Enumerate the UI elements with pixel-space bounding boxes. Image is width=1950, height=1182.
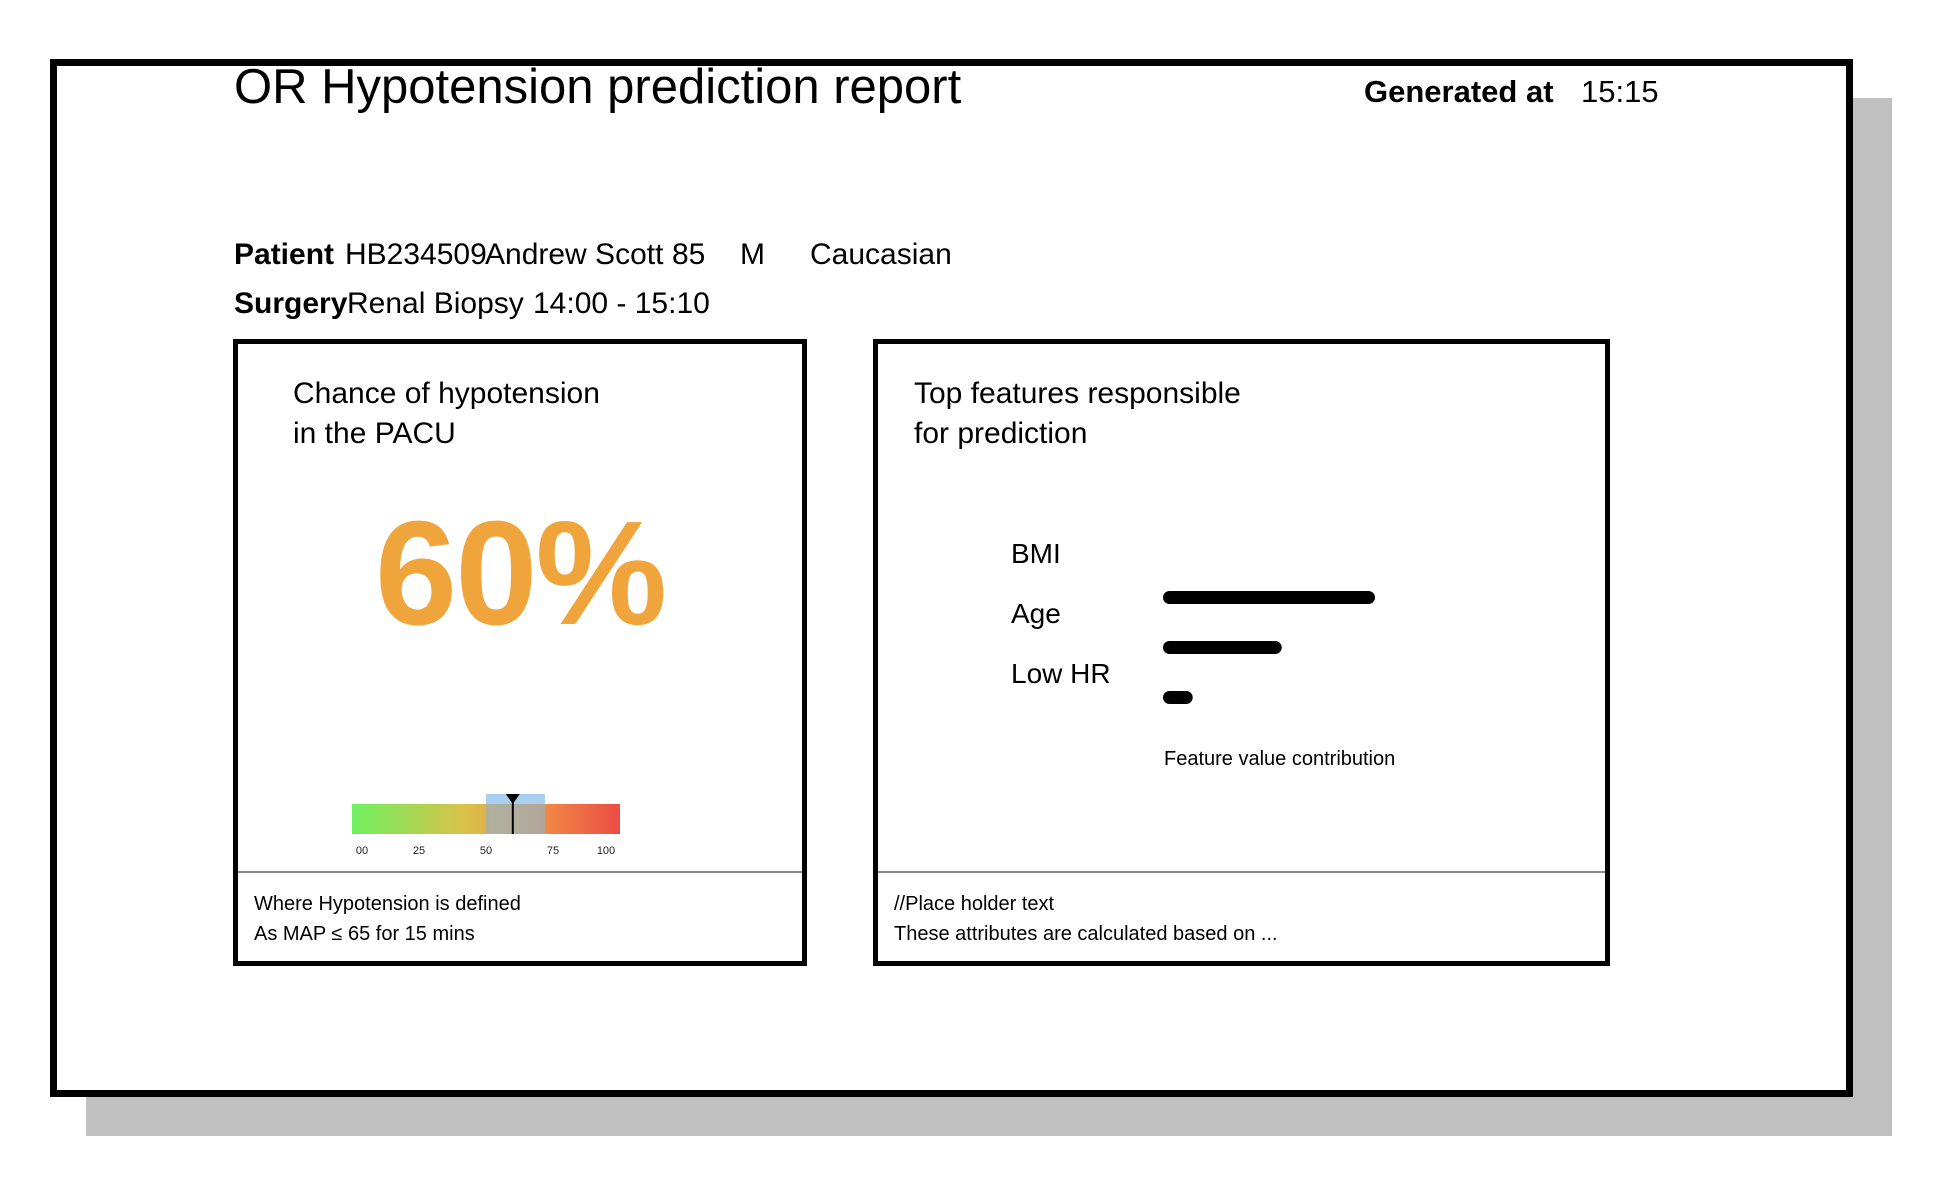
feature-axis-label: Feature value contribution: [1164, 748, 1396, 770]
features-panel-footnote: //Place holder text These attributes are…: [894, 889, 1278, 949]
feature-bar-bmi: [1163, 591, 1375, 604]
patient-label: Patient: [234, 238, 335, 271]
features-panel-divider: [878, 871, 1605, 873]
risk-panel-title: Chance of hypotension in the PACU: [293, 374, 753, 454]
risk-gauge: 00 25 50 75 100: [352, 794, 620, 857]
report-title: OR Hypotension prediction report: [234, 60, 962, 114]
generated-at-label: Generated at: [1364, 74, 1554, 109]
feature-bar-low-hr: [1163, 691, 1193, 704]
features-footnote-line1: //Place holder text: [894, 893, 1055, 915]
generated-at-time: 15:15: [1581, 74, 1659, 109]
risk-panel-divider: [238, 871, 802, 873]
gauge-tick-label: 00: [356, 845, 368, 857]
feature-contribution-bars: [1163, 591, 1375, 704]
features-panel-title-line2: for prediction: [914, 417, 1088, 450]
risk-panel-title-line2: in the PACU: [293, 417, 456, 450]
risk-footnote-line1: Where Hypotension is defined: [254, 893, 521, 915]
patient-sex: M: [740, 238, 765, 271]
patient-name: Andrew Scott: [485, 238, 664, 271]
top-features-panel: Top features responsible for prediction …: [873, 339, 1610, 966]
gauge-marker-triangle: [505, 794, 520, 804]
risk-footnote-line2: As MAP ≤ 65 for 15 mins: [254, 923, 475, 945]
surgery-time-range: 14:00 - 15:10: [533, 287, 710, 320]
features-footnote-line2: These attributes are calculated based on…: [894, 923, 1278, 945]
features-panel-title-line1: Top features responsible: [914, 377, 1241, 410]
surgery-procedure: Renal Biopsy: [347, 287, 524, 320]
gauge-tick-label: 100: [597, 845, 615, 857]
feature-label-age: Age: [1011, 598, 1061, 629]
feature-bar-age: [1163, 641, 1282, 654]
features-panel-title: Top features responsible for prediction: [914, 374, 1374, 454]
risk-panel-title-line1: Chance of hypotension: [293, 377, 600, 410]
surgery-label: Surgery: [234, 287, 348, 320]
patient-ethnicity: Caucasian: [810, 238, 952, 271]
patient-id: HB234509: [345, 238, 487, 271]
feature-label-bmi: BMI: [1011, 538, 1061, 569]
gauge-tick-label: 25: [413, 845, 425, 857]
hypotension-risk-panel: Chance of hypotension in the PACU 60% 00…: [233, 339, 807, 966]
feature-label-low-hr: Low HR: [1011, 658, 1111, 689]
gauge-tick-label: 50: [480, 845, 492, 857]
patient-age: 85: [672, 238, 706, 271]
gauge-tick-label: 75: [547, 845, 559, 857]
risk-percentage: 60%: [374, 491, 667, 656]
gauge-highlight-range: [486, 804, 545, 834]
risk-panel-footnote: Where Hypotension is defined As MAP ≤ 65…: [254, 889, 521, 949]
